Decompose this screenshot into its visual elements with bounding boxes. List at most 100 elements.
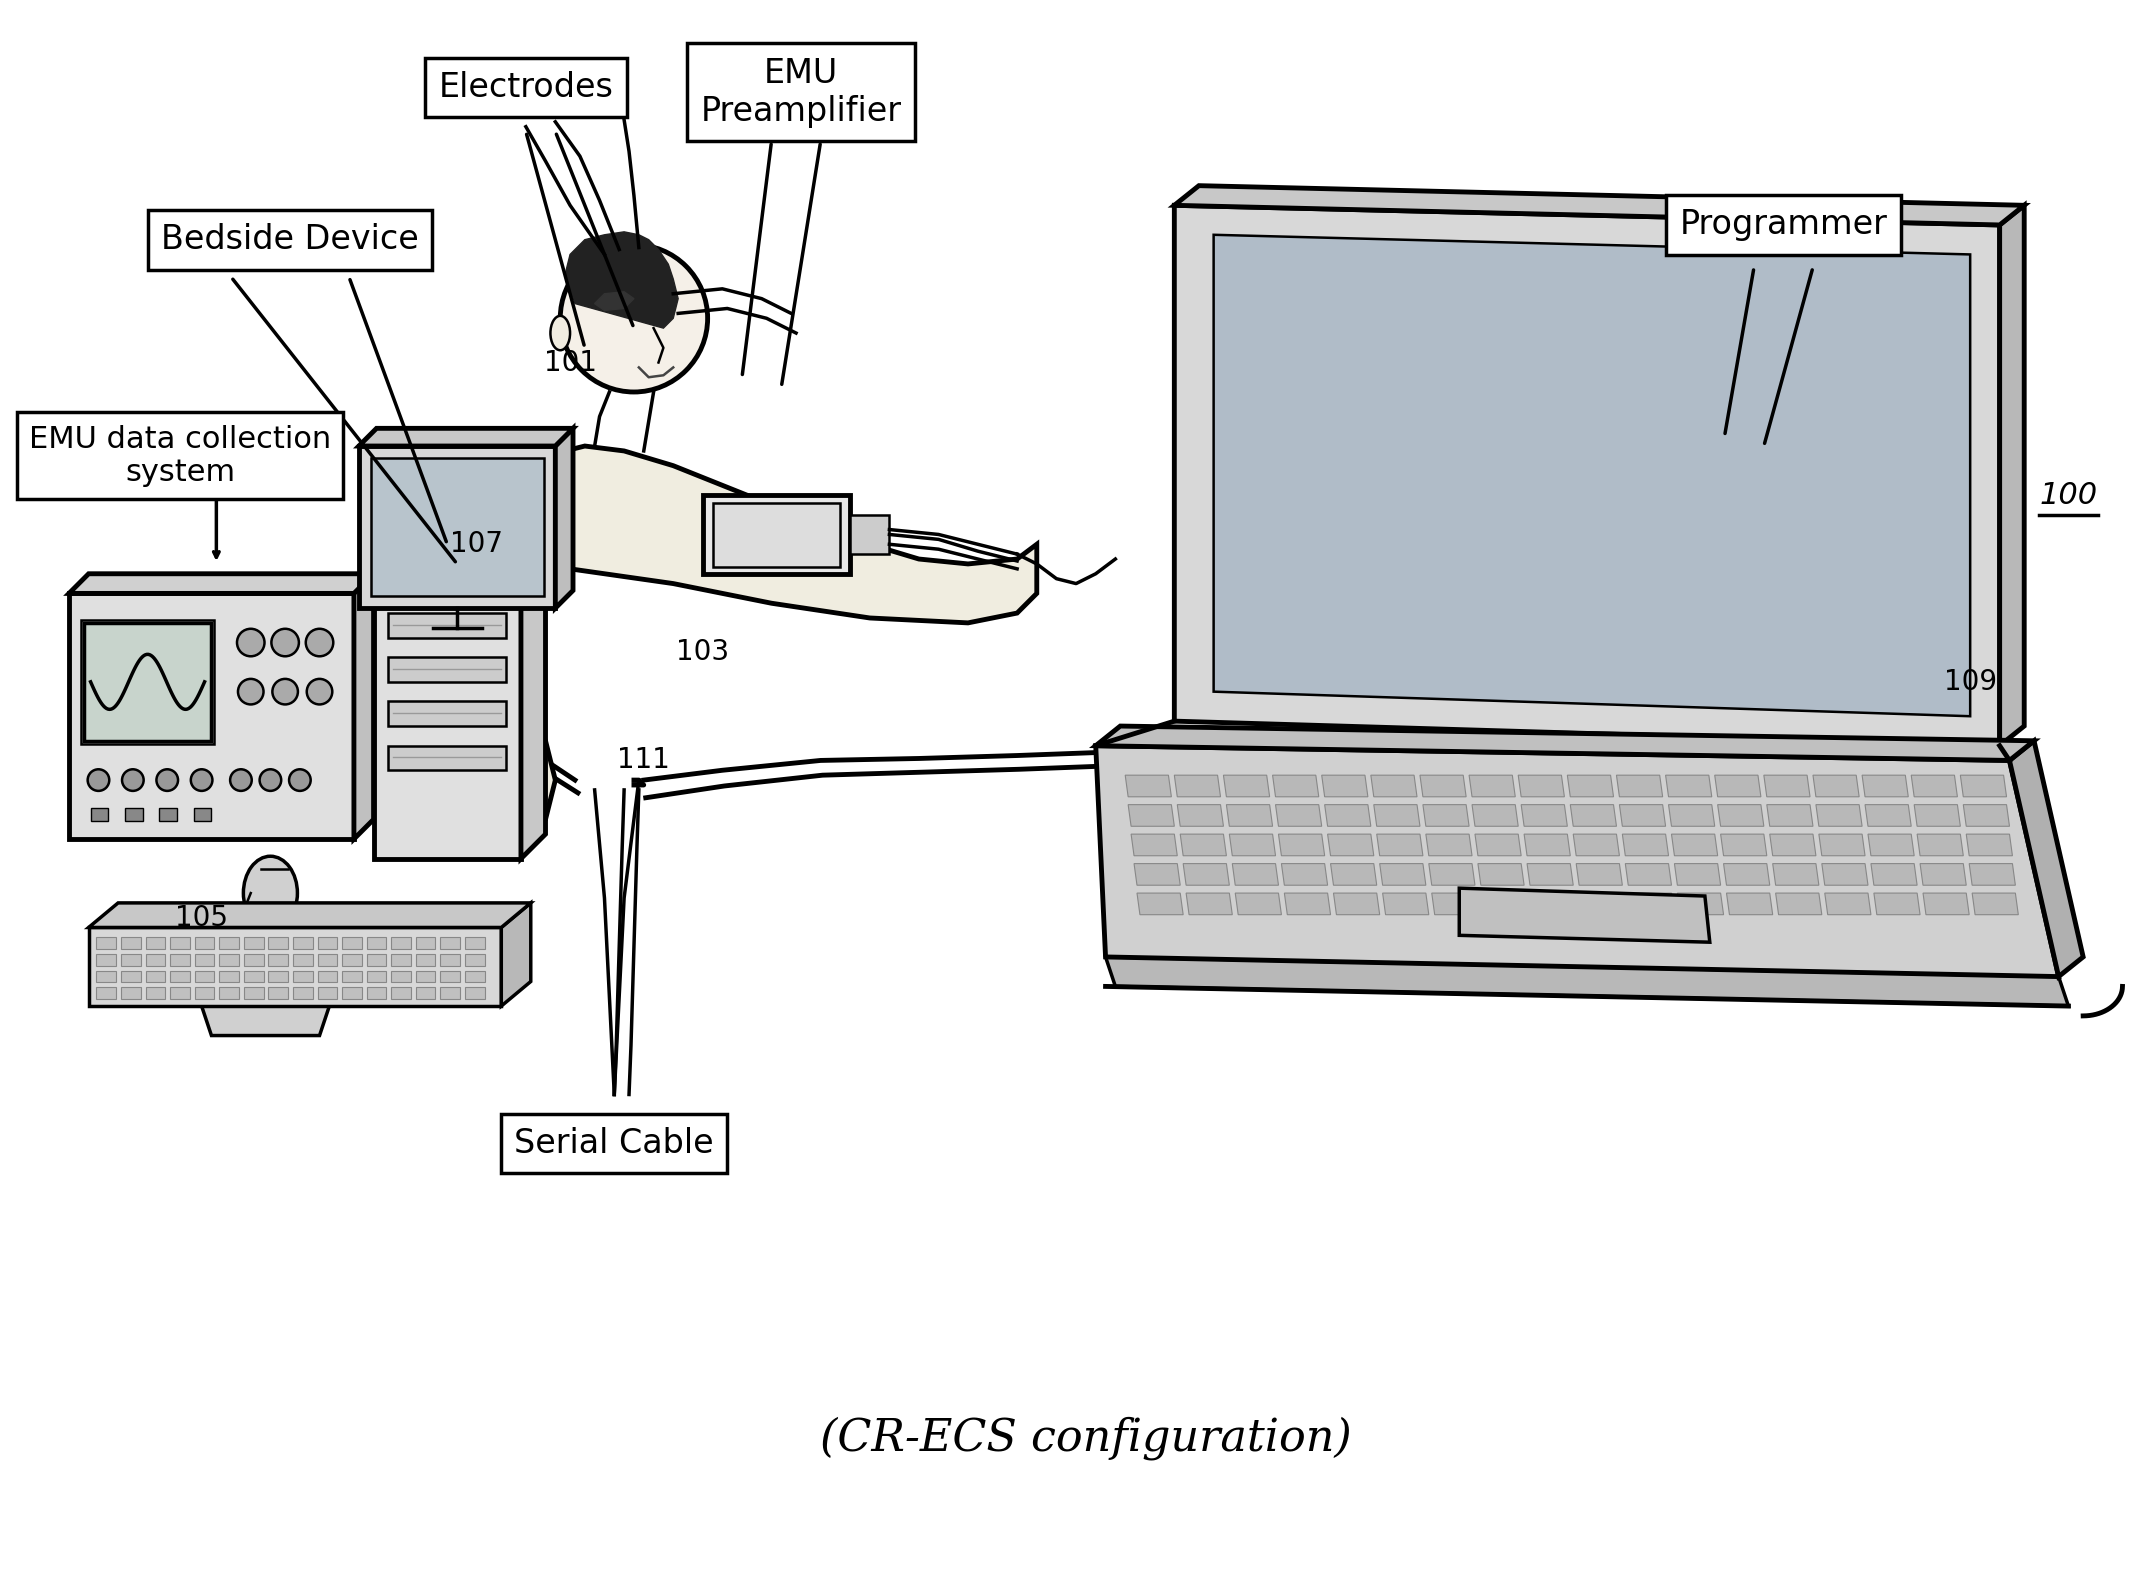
Polygon shape — [1431, 893, 1478, 915]
Text: Programmer: Programmer — [1679, 209, 1887, 242]
Polygon shape — [1174, 776, 1221, 798]
FancyBboxPatch shape — [317, 937, 338, 950]
Polygon shape — [1176, 805, 1224, 826]
Polygon shape — [1275, 805, 1322, 826]
FancyBboxPatch shape — [195, 970, 214, 983]
Polygon shape — [1666, 776, 1711, 798]
Polygon shape — [1132, 834, 1176, 856]
FancyBboxPatch shape — [415, 937, 436, 950]
Text: Serial Cable: Serial Cable — [515, 1127, 714, 1160]
Polygon shape — [1818, 834, 1865, 856]
Circle shape — [156, 769, 178, 791]
FancyBboxPatch shape — [464, 955, 486, 966]
FancyBboxPatch shape — [370, 458, 543, 597]
Polygon shape — [1322, 776, 1367, 798]
FancyBboxPatch shape — [96, 937, 116, 950]
Polygon shape — [374, 559, 545, 584]
Circle shape — [231, 769, 252, 791]
FancyBboxPatch shape — [267, 937, 289, 950]
FancyBboxPatch shape — [293, 955, 312, 966]
FancyBboxPatch shape — [415, 955, 436, 966]
Polygon shape — [1234, 893, 1281, 915]
FancyBboxPatch shape — [220, 955, 240, 966]
Polygon shape — [1521, 805, 1568, 826]
FancyBboxPatch shape — [171, 970, 190, 983]
Circle shape — [289, 769, 310, 791]
FancyBboxPatch shape — [389, 702, 507, 725]
Circle shape — [259, 769, 280, 791]
Polygon shape — [1422, 805, 1469, 826]
FancyBboxPatch shape — [96, 955, 116, 966]
FancyBboxPatch shape — [391, 937, 411, 950]
Polygon shape — [1921, 864, 1966, 885]
Polygon shape — [1814, 776, 1859, 798]
FancyBboxPatch shape — [145, 970, 165, 983]
Polygon shape — [1380, 864, 1427, 885]
FancyBboxPatch shape — [317, 955, 338, 966]
FancyBboxPatch shape — [171, 988, 190, 999]
FancyBboxPatch shape — [704, 495, 849, 573]
Polygon shape — [1765, 776, 1810, 798]
FancyBboxPatch shape — [415, 988, 436, 999]
Ellipse shape — [550, 316, 571, 350]
Polygon shape — [1230, 834, 1275, 856]
Polygon shape — [1174, 185, 2023, 225]
FancyBboxPatch shape — [374, 584, 522, 859]
Polygon shape — [1472, 805, 1519, 826]
Circle shape — [88, 769, 109, 791]
Polygon shape — [1174, 206, 2000, 746]
FancyBboxPatch shape — [464, 970, 486, 983]
Polygon shape — [1095, 725, 2034, 760]
Polygon shape — [88, 903, 530, 928]
Polygon shape — [1677, 893, 1724, 915]
Polygon shape — [353, 573, 374, 838]
FancyBboxPatch shape — [220, 937, 240, 950]
Polygon shape — [1279, 834, 1324, 856]
FancyBboxPatch shape — [342, 955, 361, 966]
Polygon shape — [374, 559, 545, 584]
FancyBboxPatch shape — [220, 970, 240, 983]
Polygon shape — [1525, 834, 1570, 856]
Circle shape — [560, 245, 708, 392]
FancyBboxPatch shape — [244, 937, 263, 950]
Polygon shape — [1917, 834, 1964, 856]
Polygon shape — [1527, 864, 1572, 885]
Polygon shape — [1617, 776, 1662, 798]
FancyBboxPatch shape — [267, 988, 289, 999]
Polygon shape — [1519, 776, 1564, 798]
Text: 109: 109 — [1944, 667, 1996, 696]
Polygon shape — [507, 446, 1037, 623]
Polygon shape — [201, 1006, 329, 1036]
FancyBboxPatch shape — [293, 937, 312, 950]
FancyBboxPatch shape — [849, 515, 890, 554]
FancyBboxPatch shape — [359, 446, 556, 608]
Polygon shape — [1480, 893, 1527, 915]
Polygon shape — [1822, 864, 1867, 885]
FancyBboxPatch shape — [464, 937, 486, 950]
FancyBboxPatch shape — [391, 970, 411, 983]
Polygon shape — [595, 292, 633, 311]
Polygon shape — [359, 429, 573, 446]
Polygon shape — [1865, 805, 1912, 826]
Polygon shape — [1134, 864, 1181, 885]
FancyBboxPatch shape — [342, 970, 361, 983]
Polygon shape — [1273, 776, 1320, 798]
Text: 101: 101 — [543, 349, 597, 377]
Polygon shape — [1874, 893, 1921, 915]
FancyBboxPatch shape — [712, 502, 841, 567]
FancyBboxPatch shape — [391, 988, 411, 999]
Polygon shape — [1959, 776, 2006, 798]
Polygon shape — [1972, 893, 2019, 915]
FancyBboxPatch shape — [293, 988, 312, 999]
FancyBboxPatch shape — [342, 988, 361, 999]
Polygon shape — [1187, 893, 1232, 915]
Polygon shape — [1715, 776, 1760, 798]
Polygon shape — [1226, 805, 1273, 826]
FancyBboxPatch shape — [293, 970, 312, 983]
Polygon shape — [1718, 805, 1765, 826]
FancyBboxPatch shape — [122, 988, 141, 999]
Polygon shape — [1459, 889, 1709, 942]
Polygon shape — [1330, 864, 1378, 885]
Polygon shape — [1867, 834, 1914, 856]
Polygon shape — [1668, 805, 1715, 826]
